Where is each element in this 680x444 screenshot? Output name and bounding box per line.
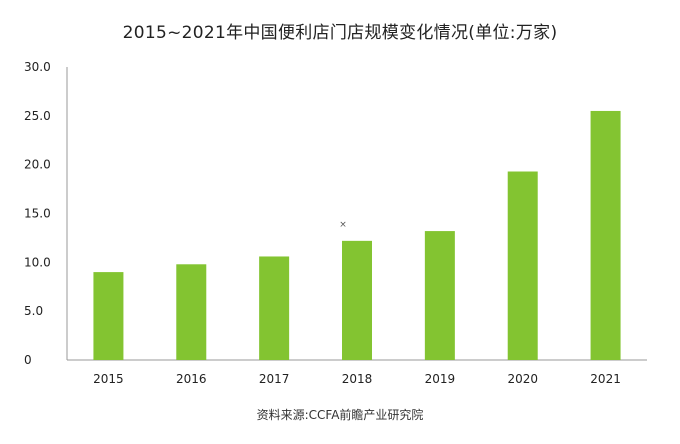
x-tick-label: 2015: [93, 372, 124, 386]
y-tick-label: 15.0: [24, 207, 51, 221]
bar: [176, 264, 207, 360]
bar: [259, 256, 290, 360]
y-tick-label: 10.0: [24, 255, 51, 269]
y-tick-label: 20.0: [24, 158, 51, 172]
x-tick-label: 2017: [259, 372, 290, 386]
y-tick-label: 5.0: [24, 304, 43, 318]
chart-source-note: 资料来源:CCFA前瞻产业研究院: [256, 408, 424, 422]
y-tick-label: 0: [24, 353, 32, 367]
x-tick-label: 2021: [590, 372, 621, 386]
marker-glyph: ×: [339, 220, 347, 230]
bar: [93, 272, 124, 360]
bar: [590, 110, 621, 360]
x-tick-label: 2016: [176, 372, 207, 386]
x-tick-label: 2018: [342, 372, 373, 386]
y-tick-label: 25.0: [24, 109, 51, 123]
x-tick-label: 2019: [425, 372, 456, 386]
chart-title: 2015~2021年中国便利店门店规模变化情况(单位:万家): [122, 23, 558, 43]
bar: [507, 171, 538, 360]
x-tick-label: 2020: [507, 372, 538, 386]
bar: [424, 231, 455, 360]
bar: [342, 240, 372, 360]
y-tick-label: 30.0: [24, 60, 51, 74]
